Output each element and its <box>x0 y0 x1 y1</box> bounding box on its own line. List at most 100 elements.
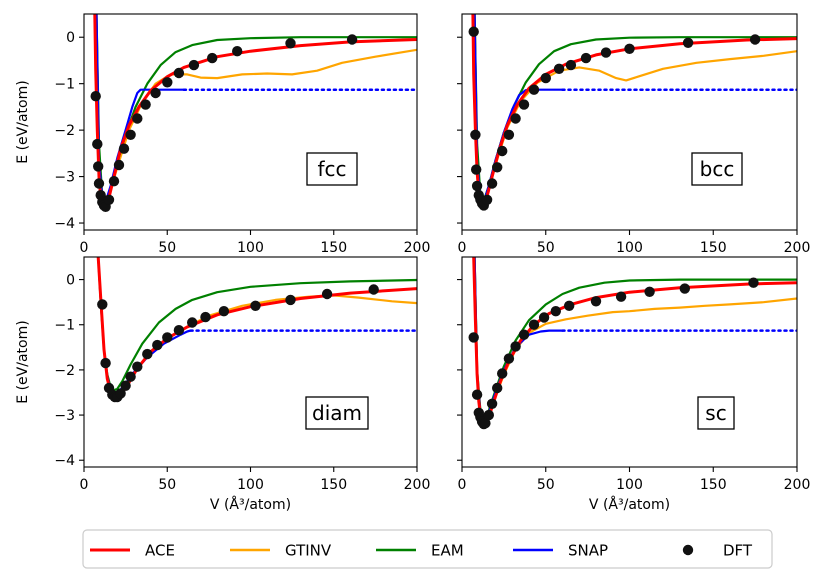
dft-point <box>481 194 493 205</box>
dft-point <box>188 59 200 71</box>
dft-point <box>590 296 602 307</box>
dft-point <box>540 72 551 84</box>
y-tick-label: −3 <box>54 170 75 186</box>
y-tick-label: −4 <box>54 453 75 469</box>
dft-point <box>564 300 575 311</box>
x-tick-label: 0 <box>458 477 467 493</box>
dft-point <box>492 382 503 394</box>
x-tick-label: 100 <box>237 477 264 493</box>
dft-point <box>218 306 230 317</box>
plot-area <box>90 14 417 212</box>
legend-item-ace: ACE <box>90 542 175 560</box>
y-tick-label: 0 <box>66 30 75 46</box>
dft-point <box>173 325 185 336</box>
plot-area <box>468 257 797 430</box>
x-tick-label: 100 <box>237 240 264 256</box>
dft-point <box>90 91 101 102</box>
x-axis-label: V (Å³/atom) <box>589 496 670 513</box>
x-tick-label: 200 <box>784 477 811 493</box>
y-axis-label: E (eV/atom) <box>15 80 31 163</box>
dft-point <box>93 161 104 172</box>
dft-point <box>368 284 379 295</box>
panel-sc: 0 50 100 150 200 V (Å³/atom) sc <box>457 256 811 513</box>
dft-point <box>142 348 153 360</box>
dft-point <box>232 46 243 57</box>
legend-item-dft: DFT <box>682 542 753 560</box>
y-tick-label: −1 <box>54 318 75 334</box>
dft-point <box>140 99 151 110</box>
dft-point <box>92 138 103 150</box>
legend-item-snap: SNAP <box>513 542 608 560</box>
dft-point <box>207 52 218 64</box>
dft-point <box>528 84 540 95</box>
dft-point <box>749 34 761 45</box>
series-line-ace <box>93 14 417 209</box>
y-tick-label: −1 <box>54 77 75 93</box>
dft-point <box>748 277 759 288</box>
y-tick-label: −4 <box>54 216 75 232</box>
panel-diam: 0 50 100 150 200 0 −1 −2 −3 −4 V (Å³/atom) E (eV/at… <box>15 256 431 513</box>
x-tick-label: 0 <box>80 240 89 256</box>
dft-point <box>100 357 111 369</box>
panel-bcc: 0 50 100 150 200 bcc <box>457 13 810 256</box>
y-tick-label: 0 <box>66 273 75 289</box>
dft-point <box>518 99 530 110</box>
legend-label: EAM <box>431 542 464 560</box>
dft-point <box>132 113 143 124</box>
dft-point <box>518 329 530 340</box>
panel-label-box <box>697 396 735 430</box>
panel-label: diam <box>312 401 362 425</box>
panel-label: sc <box>705 401 726 425</box>
y-tick-label: −3 <box>54 408 75 424</box>
y-axis-label: E (eV/atom) <box>15 320 31 403</box>
dft-point <box>108 176 120 187</box>
x-tick-label: 50 <box>158 240 176 256</box>
x-tick-label: 100 <box>616 477 643 493</box>
x-tick-label: 0 <box>80 477 89 493</box>
panel-label: fcc <box>317 157 346 181</box>
dft-point <box>553 63 565 74</box>
dft-point <box>510 113 521 124</box>
x-tick-label: 50 <box>537 240 555 256</box>
dft-point <box>682 37 694 48</box>
dft-point <box>125 129 136 140</box>
x-tick-label: 150 <box>700 240 727 256</box>
dft-point <box>468 26 479 37</box>
dft-point <box>600 47 612 58</box>
plot-area <box>468 14 797 211</box>
legend-marker <box>682 544 694 556</box>
dft-point <box>173 67 185 79</box>
panel-fcc: 0 50 100 150 200 0 −1 −2 −3 −4 E (eV/atom) fcc <box>15 13 430 256</box>
y-tick-label: −2 <box>54 123 75 139</box>
plot-area <box>96 257 417 403</box>
legend: ACE GTINV EAM SNAP DFT <box>82 529 773 569</box>
dft-point <box>503 129 515 140</box>
dft-point <box>580 52 592 64</box>
dft-point <box>483 409 494 421</box>
dft-point <box>486 398 498 409</box>
panel-label: bcc <box>700 157 735 181</box>
dft-point <box>93 178 105 189</box>
dft-point <box>346 34 358 45</box>
dft-point <box>118 143 130 154</box>
dft-point <box>250 300 261 311</box>
dft-point <box>644 286 655 297</box>
dft-point <box>497 145 508 157</box>
panel-label-box <box>305 396 369 430</box>
dft-point <box>468 332 479 343</box>
dft-point <box>624 43 635 54</box>
x-tick-label: 50 <box>158 477 176 493</box>
dft-point <box>679 283 690 294</box>
series-line-eam <box>97 257 417 392</box>
dft-point <box>103 194 115 205</box>
dft-point <box>565 59 577 71</box>
x-tick-label: 200 <box>404 477 431 493</box>
dft-point <box>528 319 540 330</box>
dft-point <box>152 339 163 351</box>
dft-point <box>510 341 521 352</box>
panel-label-box <box>306 152 358 186</box>
dft-point <box>486 178 498 189</box>
legend-label: DFT <box>723 542 753 560</box>
series-line-ace <box>471 14 797 207</box>
